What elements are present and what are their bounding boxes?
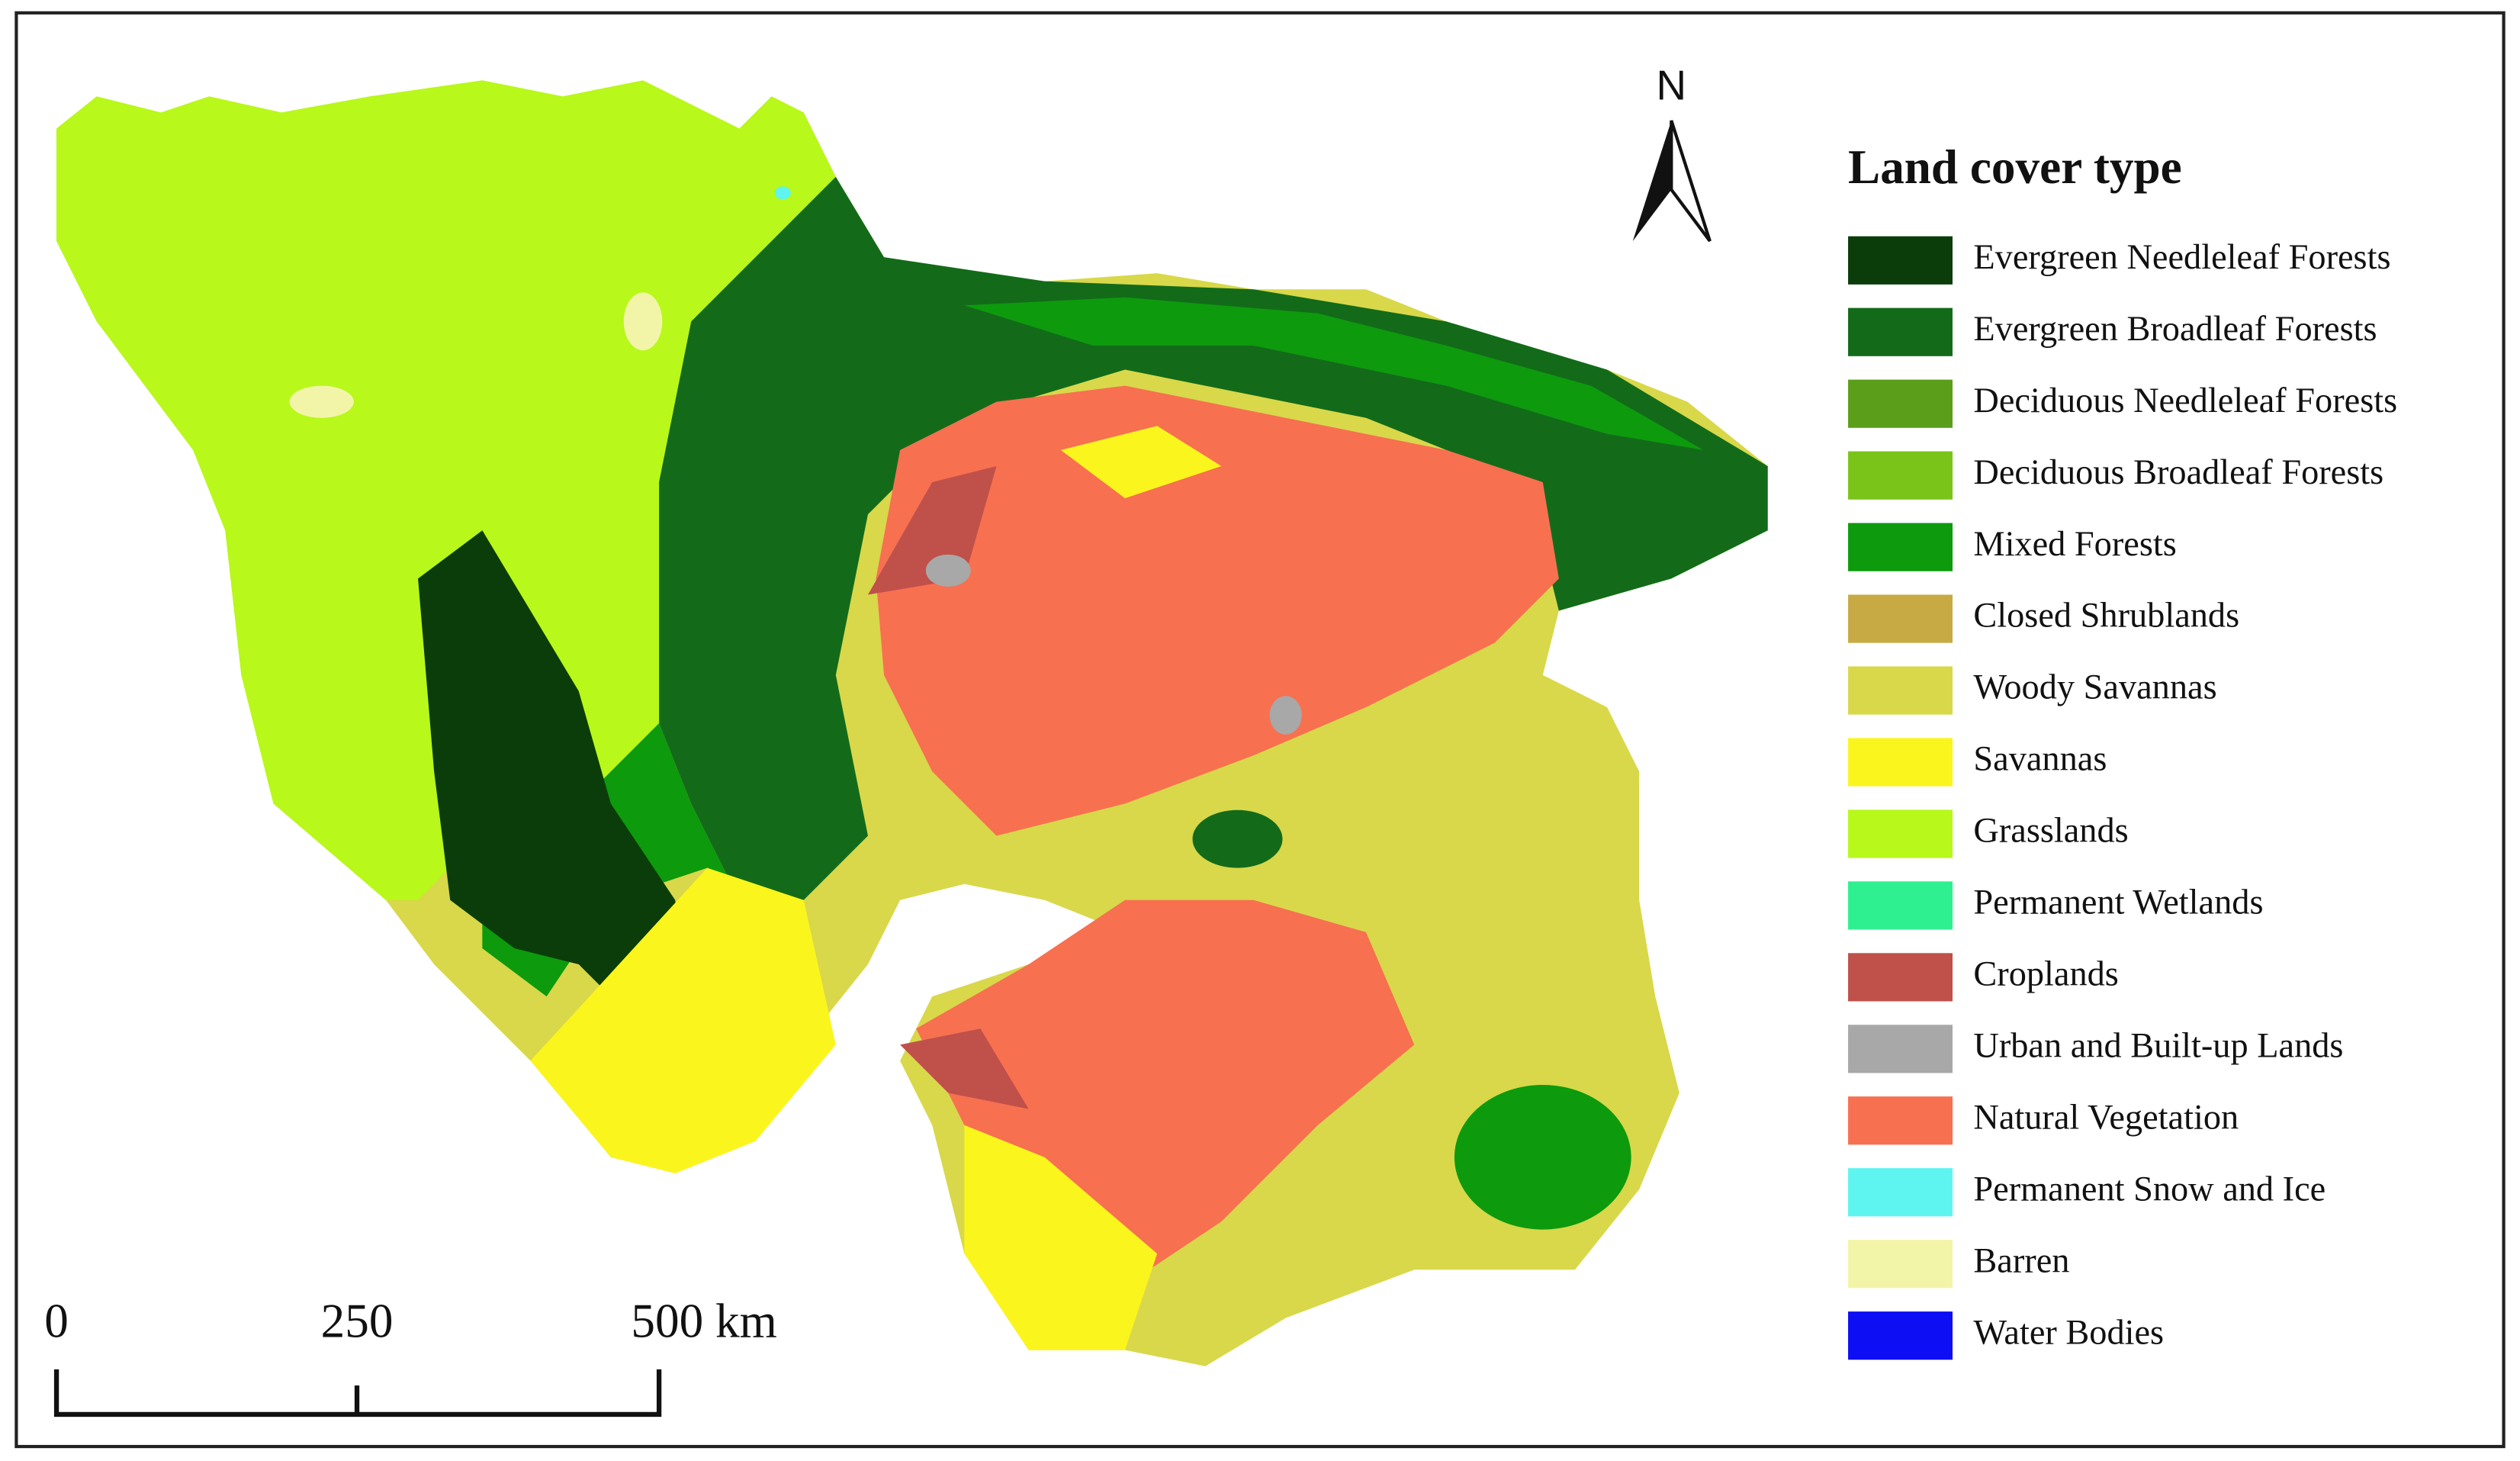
legend-label: Mixed Forests <box>1973 525 2176 564</box>
legend-label: Natural Vegetation <box>1973 1098 2239 1137</box>
north-arrow-right <box>1670 120 1712 243</box>
region-urban <box>1269 696 1302 735</box>
legend-swatch <box>1848 1311 1953 1360</box>
legend-label: Permanent Wetlands <box>1973 883 2263 922</box>
legend-swatch <box>1848 1168 1953 1217</box>
legend-label: Savannas <box>1973 740 2107 779</box>
region-savanna-south <box>964 1125 1158 1350</box>
region-snow <box>774 186 791 200</box>
region-needleleaf <box>418 530 692 1029</box>
legend-label: Croplands <box>1973 955 2118 994</box>
legend-label: Deciduous Needleleaf Forests <box>1973 381 2397 420</box>
map-regions <box>56 80 1768 1366</box>
legend-swatch <box>1848 451 1953 500</box>
legend-swatch <box>1848 809 1953 858</box>
legend-label: Water Bodies <box>1973 1313 2164 1352</box>
legend-title: Land cover type <box>1848 140 2182 194</box>
legend-swatch <box>1848 307 1953 356</box>
legend-label: Urban and Built-up Lands <box>1973 1026 2343 1065</box>
legend: Land cover type Evergreen Needleleaf For… <box>1848 140 2397 1360</box>
region-cropland-south <box>900 1028 1029 1109</box>
legend-swatch <box>1848 881 1953 930</box>
legend-swatch <box>1848 953 1953 1002</box>
legend-label: Closed Shrublands <box>1973 597 2239 636</box>
region-savanna-southwest <box>530 867 836 1173</box>
scale-bar-line <box>53 1369 662 1418</box>
legend-label: Deciduous Broadleaf Forests <box>1973 453 2383 492</box>
region-mixed-forest <box>964 297 1704 450</box>
legend-label: Woody Savannas <box>1973 668 2216 707</box>
region-forest-patch <box>1192 809 1283 868</box>
north-label: N <box>1657 61 1687 108</box>
scale-label: 0 <box>44 1295 69 1348</box>
scale-bar: 0 250 500 km <box>44 1295 777 1418</box>
region-forest-southeast <box>1454 1085 1631 1230</box>
legend-swatch <box>1848 236 1953 285</box>
legend-swatch <box>1848 594 1953 643</box>
legend-swatch <box>1848 666 1953 715</box>
legend-label: Evergreen Needleleaf Forests <box>1973 238 2390 277</box>
legend-swatch <box>1848 379 1953 428</box>
region-barren <box>623 292 663 351</box>
legend-label: Barren <box>1973 1241 2069 1280</box>
north-arrow: N <box>1632 61 1712 243</box>
legend-swatch <box>1848 1096 1953 1145</box>
legend-swatch <box>1848 738 1953 787</box>
legend-label: Permanent Snow and Ice <box>1973 1170 2326 1208</box>
region-barren <box>289 385 354 418</box>
region-urban <box>925 554 971 587</box>
legend-swatch <box>1848 523 1953 571</box>
region-natural-vegetation <box>876 385 1559 836</box>
legend-label: Grasslands <box>1973 812 2128 851</box>
scale-label: 500 km <box>631 1295 776 1348</box>
region-grassland <box>56 80 836 900</box>
region-forest-band <box>659 176 1768 900</box>
legend-swatch <box>1848 1240 1953 1289</box>
legend-label: Evergreen Broadleaf Forests <box>1973 310 2377 349</box>
legend-swatch <box>1848 1025 1953 1073</box>
scale-label: 250 <box>321 1295 394 1348</box>
